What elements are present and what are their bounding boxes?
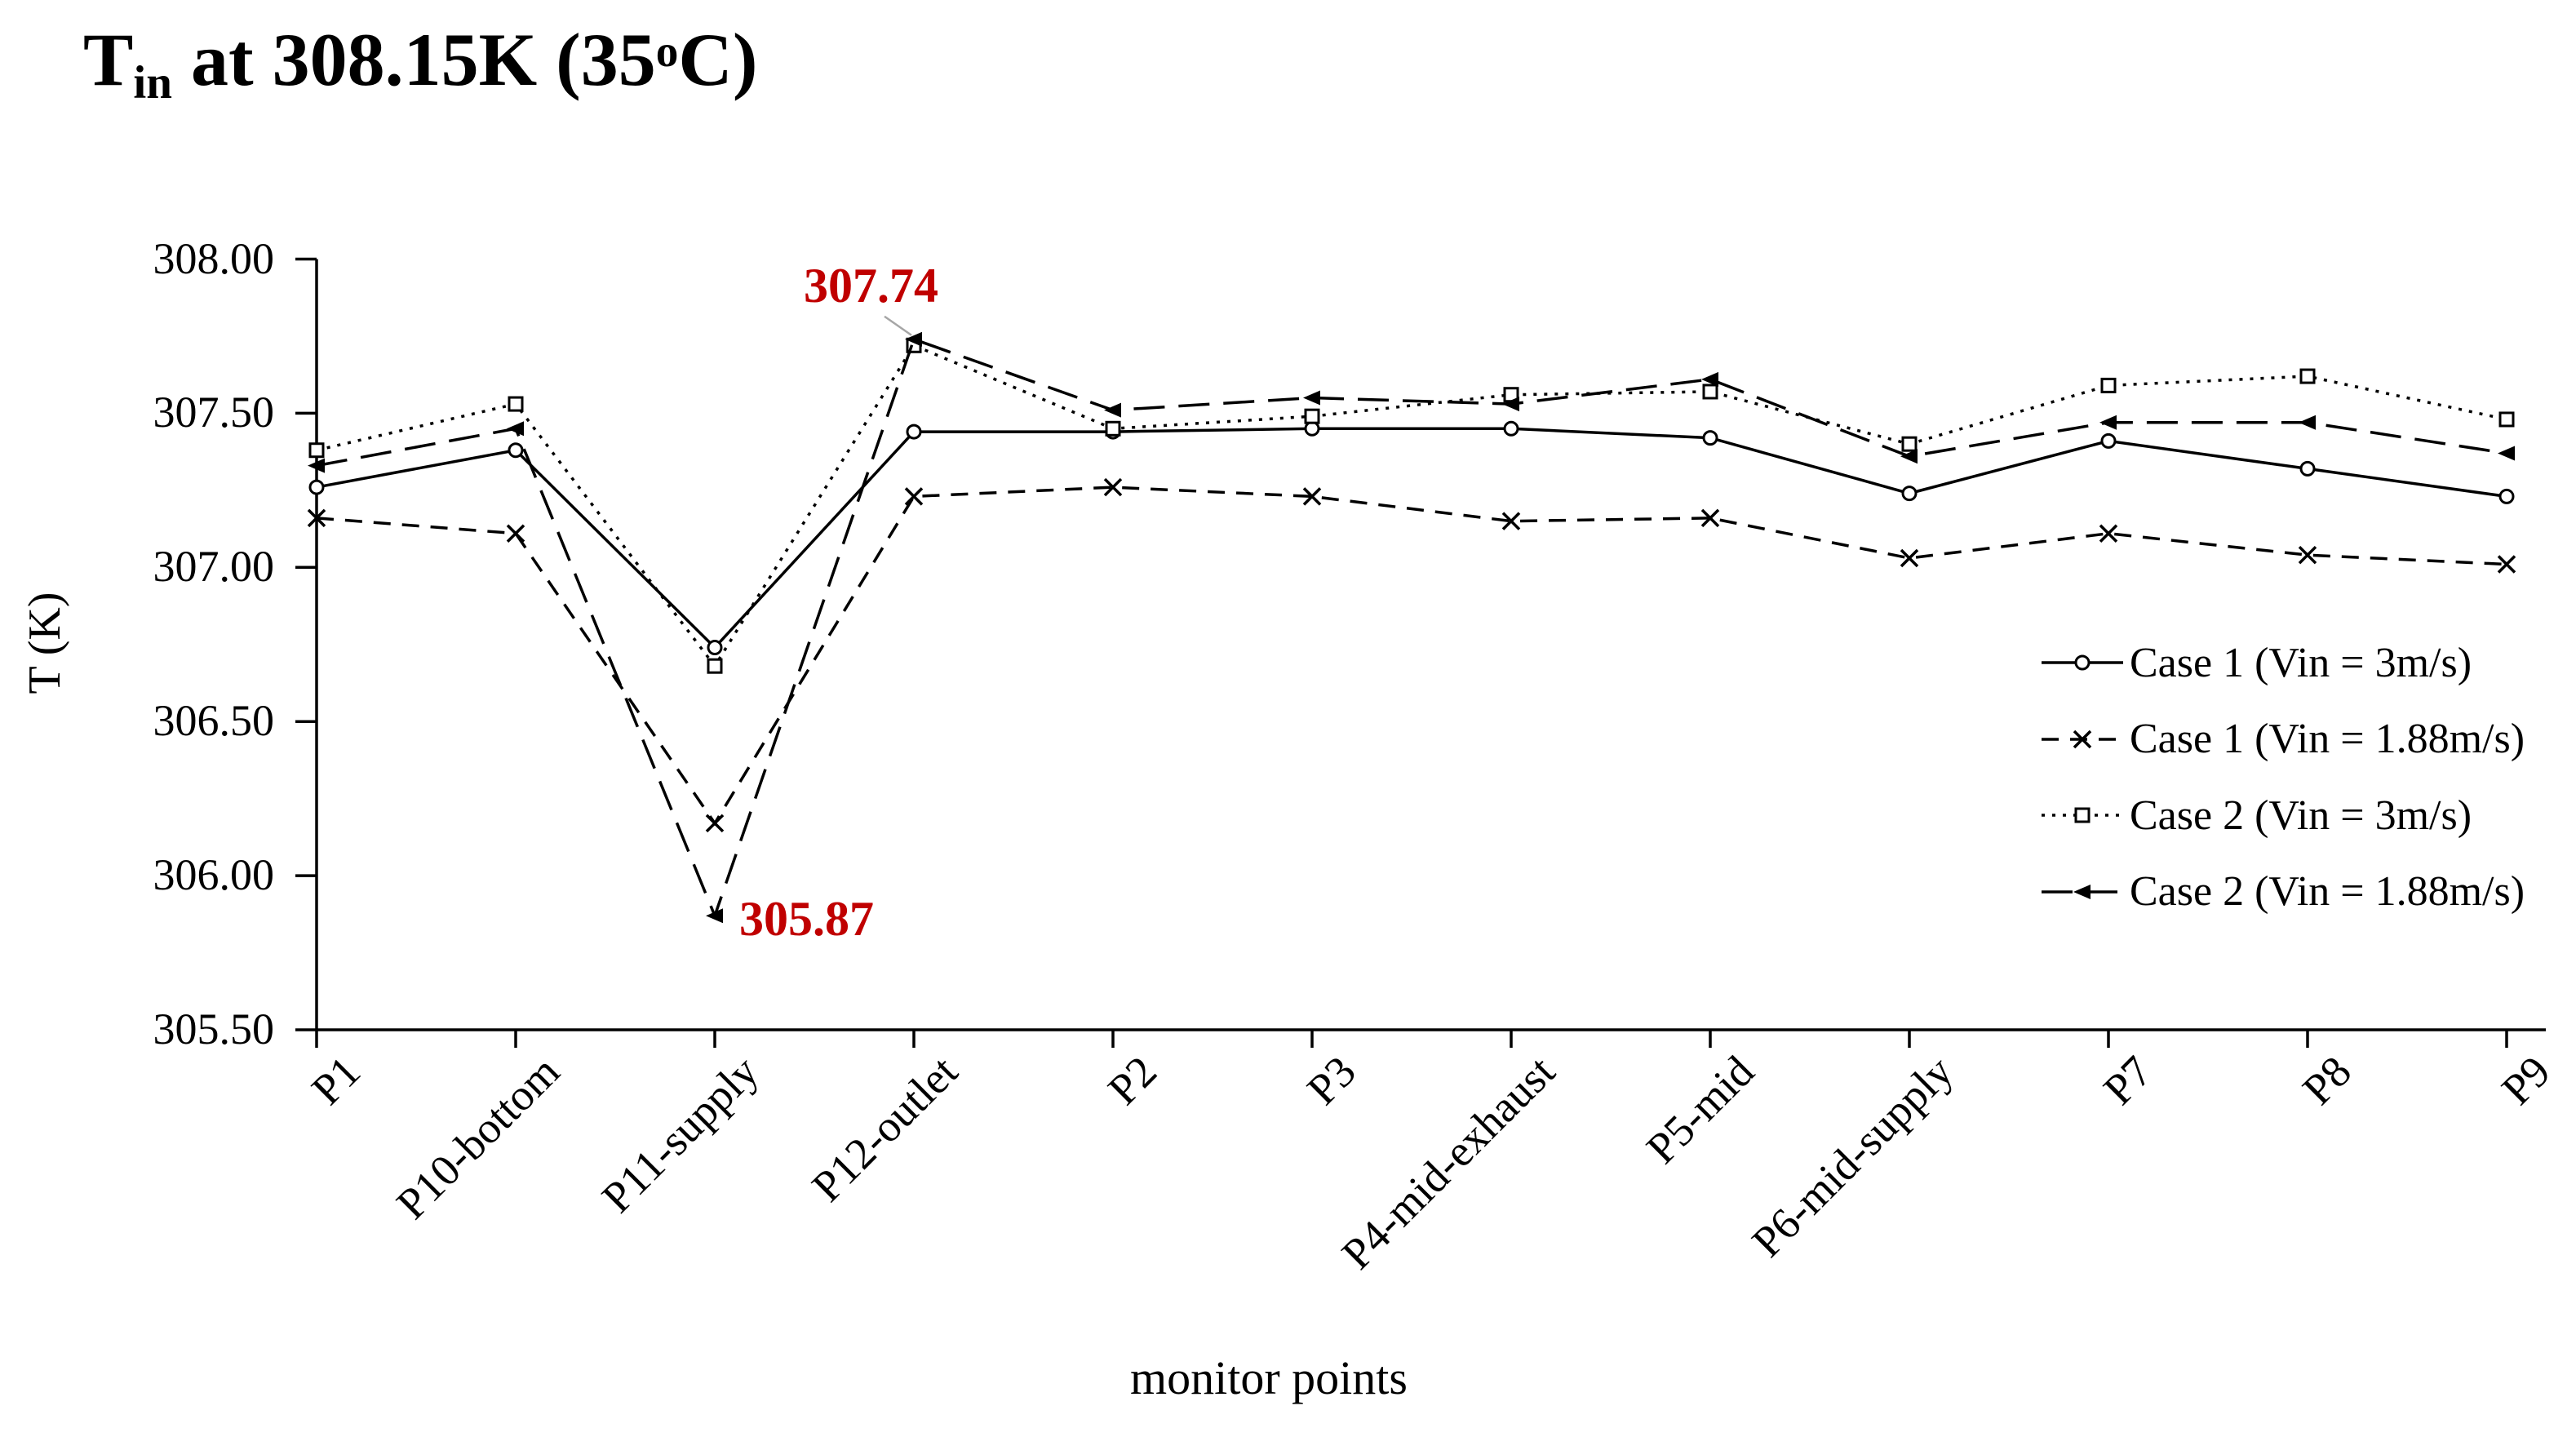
data-point-marker-circle-open — [508, 442, 524, 459]
chart-title-tail: C) — [678, 18, 758, 101]
legend-entry-label: Case 1 (Vin = 1.88m/s) — [2130, 716, 2525, 762]
data-point-marker-square-open — [2100, 377, 2117, 393]
data-point-marker-x — [1700, 508, 1720, 528]
data-point-marker-x — [1103, 477, 1123, 497]
legend-swatch-svg — [2042, 730, 2123, 748]
data-point-marker-circle-open — [2498, 488, 2515, 504]
data-point-marker-square-open — [2074, 807, 2091, 823]
legend-swatch-svg — [2042, 884, 2123, 899]
legend-line-sample — [2042, 866, 2123, 918]
series-markers-3 — [308, 337, 2515, 674]
annotation-leader-line — [884, 315, 912, 336]
data-point-marker-circle-open — [308, 479, 325, 495]
series-markers-2 — [307, 477, 2516, 833]
data-point-marker-square-open — [707, 658, 723, 674]
legend-row: Case 1 (Vin = 3m/s) — [2042, 636, 2472, 689]
legend-entry-label: Case 1 (Vin = 3m/s) — [2130, 639, 2472, 686]
data-point-marker-circle-open — [2299, 460, 2316, 477]
data-point-marker-triangle-left-filled — [2299, 415, 2316, 430]
data-point-marker-square-open — [1105, 420, 1121, 437]
data-point-marker-x — [2497, 555, 2516, 574]
legend-row: Case 2 (Vin = 1.88m/s) — [2042, 866, 2525, 918]
legend-row: Case 1 (Vin = 1.88m/s) — [2042, 713, 2525, 765]
data-point-marker-triangle-left-filled — [1900, 449, 1918, 464]
data-point-marker-triangle-left-filled — [507, 421, 524, 437]
legend-row: Case 2 (Vin = 3m/s) — [2042, 789, 2472, 841]
data-point-marker-triangle-left-filled — [2073, 884, 2091, 899]
data-point-marker-square-open — [508, 396, 524, 412]
data-point-marker-circle-open — [1503, 420, 1519, 437]
data-point-marker-x — [506, 524, 525, 543]
chart-title-main: T — [83, 18, 134, 101]
legend-line-sample — [2042, 713, 2123, 765]
chart-title-superscript: o — [655, 25, 679, 76]
y-tick-label: 307.00 — [153, 542, 275, 592]
x-axis-title: monitor points — [1130, 1351, 1408, 1404]
data-point-marker-circle-open — [2074, 654, 2091, 671]
data-point-marker-x — [2073, 730, 2092, 748]
data-point-marker-triangle-left-filled — [2099, 415, 2117, 430]
legend-swatch-svg — [2042, 654, 2123, 671]
y-tick-label: 306.00 — [153, 850, 275, 900]
data-point-marker-x — [2099, 524, 2118, 543]
data-point-marker-circle-open — [1702, 430, 1718, 446]
legend-entry-label: Case 2 (Vin = 3m/s) — [2130, 792, 2472, 839]
y-tick-label: 308.00 — [153, 233, 275, 283]
series-line-2 — [316, 486, 2507, 827]
y-tick-label: 305.50 — [153, 1005, 275, 1053]
data-point-marker-x — [705, 814, 725, 833]
legend-swatch-svg — [2042, 807, 2123, 823]
data-point-marker-circle-open — [1304, 420, 1320, 437]
series-line-4 — [316, 337, 2507, 920]
data-point-marker-triangle-left-filled — [1303, 390, 1320, 406]
data-point-marker-square-open — [2299, 368, 2316, 384]
data-point-marker-square-open — [1304, 408, 1320, 424]
data-point-marker-x — [1302, 487, 1322, 506]
data-point-marker-square-open — [1901, 436, 1918, 452]
series-line-3 — [316, 344, 2507, 669]
data-point-marker-square-open — [1702, 384, 1718, 400]
series-markers-1 — [308, 420, 2515, 656]
min-value-annotation: 305.87 — [739, 892, 874, 947]
data-point-marker-circle-open — [1901, 486, 1918, 502]
data-point-marker-x — [1900, 548, 1919, 568]
data-point-marker-triangle-left-filled — [2498, 446, 2515, 461]
data-point-marker-x — [904, 487, 924, 506]
y-tick-label: 306.50 — [153, 696, 275, 746]
data-point-marker-x — [2298, 545, 2317, 565]
data-point-marker-triangle-left-filled — [308, 458, 325, 473]
chart-title-mid: at 308.15K (35 — [171, 18, 656, 101]
data-point-marker-x — [307, 508, 326, 528]
chart-title-subscript: in — [133, 56, 172, 109]
data-point-marker-triangle-left-filled — [706, 908, 723, 924]
data-point-marker-triangle-left-filled — [1104, 402, 1121, 418]
legend-line-sample — [2042, 636, 2123, 689]
y-tick-label: 307.50 — [153, 388, 275, 437]
data-point-marker-x — [1501, 512, 1521, 530]
data-point-marker-triangle-left-filled — [1701, 371, 1718, 387]
legend-line-sample — [2042, 789, 2123, 841]
data-point-marker-square-open — [2498, 411, 2515, 428]
chart-title: Tin at 308.15K (35oC) — [83, 16, 757, 109]
data-point-marker-circle-open — [707, 640, 723, 656]
legend-entry-label: Case 2 (Vin = 1.88m/s) — [2130, 868, 2525, 915]
data-point-marker-triangle-left-filled — [1502, 397, 1519, 412]
data-point-marker-circle-open — [2100, 432, 2117, 449]
series-line-1 — [316, 427, 2507, 650]
data-point-marker-circle-open — [906, 424, 922, 440]
data-point-marker-square-open — [308, 442, 325, 459]
max-value-annotation: 307.74 — [804, 258, 938, 313]
data-point-marker-triangle-left-filled — [905, 331, 922, 347]
series-markers-4 — [308, 331, 2515, 924]
